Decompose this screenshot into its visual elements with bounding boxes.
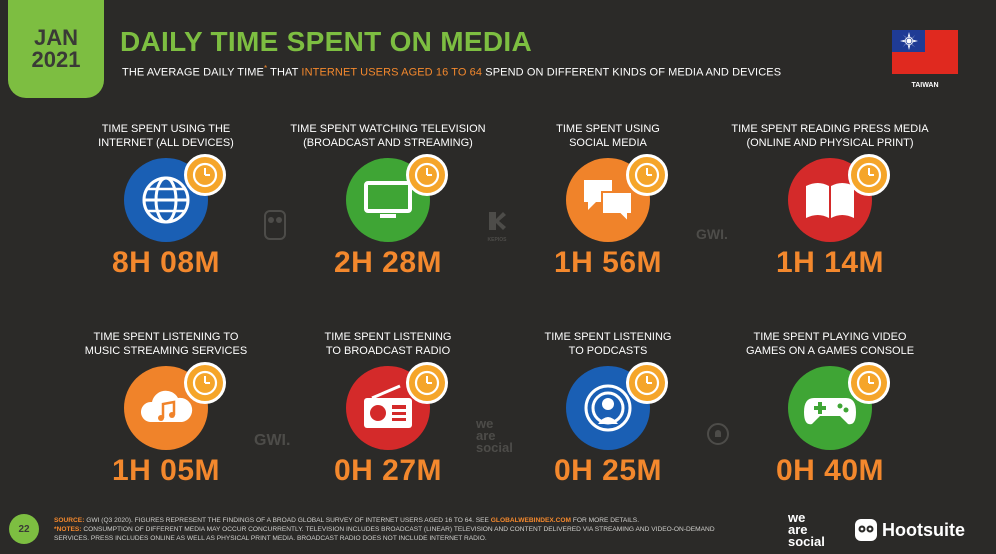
kepios-logo-icon	[489, 212, 506, 230]
owl-icon	[855, 519, 877, 541]
clock-badge	[184, 362, 226, 404]
gwi-watermark-bottom: GWI.	[254, 432, 291, 449]
taiwan-flag-icon	[892, 30, 958, 74]
clock-icon	[414, 162, 440, 188]
hootsuite-logo: Hootsuite	[854, 518, 965, 542]
clock-icon	[634, 370, 660, 396]
source-line: SOURCE: GWI (Q3 2020). FIGURES REPRESENT…	[54, 517, 640, 524]
gwi-watermark-top: GWI.	[696, 226, 728, 242]
time-value: 0H 25M	[553, 454, 663, 487]
clock-icon	[192, 370, 218, 396]
clock-badge	[184, 154, 226, 196]
clock-badge	[406, 362, 448, 404]
source-link[interactable]: GLOBALWEBINDEX.COM	[490, 517, 572, 524]
clock-badge	[848, 362, 890, 404]
page-subtitle: THE AVERAGE DAILY TIME* THAT INTERNET US…	[122, 64, 782, 79]
clock-icon	[856, 370, 882, 396]
kepios-watermark: KEPIOS	[482, 210, 512, 243]
page-number: 22	[9, 514, 39, 544]
time-value: 2H 28M	[333, 246, 443, 279]
clock-badge	[848, 154, 890, 196]
clock-icon	[414, 370, 440, 396]
page-title: DAILY TIME SPENT ON MEDIA	[120, 26, 532, 57]
time-value: 1H 05M	[111, 454, 221, 487]
time-value: 1H 14M	[775, 246, 885, 279]
badge-year: 2021	[31, 47, 81, 72]
card-label: TIME SPENT READING PRESS MEDIA (ONLINE AN…	[731, 123, 929, 149]
clock-icon	[634, 162, 660, 188]
we-are-social-logo: we are social	[788, 510, 825, 549]
card-label: TIME SPENT PLAYING VIDEO GAMES ON A GAMES…	[745, 331, 915, 357]
clock-badge	[626, 154, 668, 196]
radio-icon	[346, 366, 430, 450]
time-value: 0H 27M	[333, 454, 443, 487]
footer-notes: SOURCE: GWI (Q3 2020). FIGURES REPRESENT…	[54, 516, 734, 543]
time-value: 1H 56M	[553, 246, 663, 279]
lightbulb-watermark-icon	[706, 422, 730, 451]
card-label: TIME SPENT USING SOCIAL MEDIA	[556, 123, 660, 149]
date-badge: JAN 2021	[8, 0, 104, 98]
time-value: 8H 08M	[111, 246, 221, 279]
card-label: TIME SPENT LISTENING TO PODCASTS	[544, 331, 672, 357]
badge-month: JAN	[33, 24, 78, 50]
country-label: TAIWAN	[911, 82, 939, 89]
clock-badge	[626, 362, 668, 404]
clock-icon	[192, 162, 218, 188]
card-label: TIME SPENT WATCHING TELEVISION (BROADCAST…	[290, 123, 486, 149]
music-cloud-icon	[124, 366, 208, 450]
clock-badge	[406, 154, 448, 196]
owl-watermark-icon	[264, 210, 286, 245]
card-label: TIME SPENT LISTENING TO BROADCAST RADIO	[324, 331, 452, 357]
we-are-social-watermark: we are social	[476, 416, 513, 455]
time-value: 0H 40M	[775, 454, 885, 487]
card-label: TIME SPENT USING THE INTERNET (ALL DEVICE…	[98, 123, 234, 149]
clock-icon	[856, 162, 882, 188]
card-label: TIME SPENT LISTENING TO MUSIC STREAMING S…	[84, 331, 248, 357]
notes-line: *NOTES: CONSUMPTION OF DIFFERENT MEDIA M…	[54, 526, 715, 542]
